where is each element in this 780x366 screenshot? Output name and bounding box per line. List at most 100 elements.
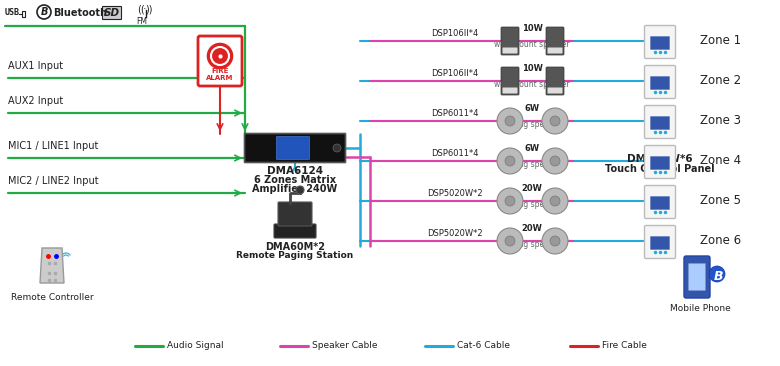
Text: DMA60W*6: DMA60W*6 <box>627 154 693 164</box>
Text: DMA6124: DMA6124 <box>267 166 323 176</box>
FancyBboxPatch shape <box>644 66 675 98</box>
Text: ceiling speaker: ceiling speaker <box>503 120 561 129</box>
FancyBboxPatch shape <box>501 27 519 55</box>
Text: 10W: 10W <box>522 24 542 33</box>
Text: DSP106II*4: DSP106II*4 <box>431 69 479 78</box>
Text: FM: FM <box>136 17 147 26</box>
Circle shape <box>505 236 515 246</box>
Circle shape <box>550 116 560 126</box>
FancyBboxPatch shape <box>651 37 669 49</box>
Text: ·: · <box>143 4 147 14</box>
Text: Zone 3: Zone 3 <box>700 115 741 127</box>
FancyBboxPatch shape <box>651 76 669 90</box>
Text: ((: (( <box>137 4 145 14</box>
FancyBboxPatch shape <box>684 256 710 298</box>
Text: DSP106II*4: DSP106II*4 <box>431 29 479 38</box>
Text: MIC2 / LINE2 Input: MIC2 / LINE2 Input <box>8 176 98 186</box>
Text: DSP5020W*2: DSP5020W*2 <box>427 189 483 198</box>
Text: ceiling speaker: ceiling speaker <box>503 200 561 209</box>
Text: Fire Cable: Fire Cable <box>602 341 647 351</box>
Circle shape <box>550 196 560 206</box>
Text: Zone 5: Zone 5 <box>700 194 741 208</box>
Text: wall mount speaker: wall mount speaker <box>495 40 569 49</box>
FancyBboxPatch shape <box>651 116 669 130</box>
Text: Mobile Phone: Mobile Phone <box>669 304 730 313</box>
Text: 6W: 6W <box>524 144 540 153</box>
Text: USB: USB <box>5 8 20 17</box>
Text: Zone 2: Zone 2 <box>700 75 741 87</box>
FancyBboxPatch shape <box>502 87 517 93</box>
FancyBboxPatch shape <box>278 202 312 226</box>
Text: Zone 4: Zone 4 <box>700 154 741 168</box>
FancyBboxPatch shape <box>546 67 564 95</box>
Text: ceiling speaker: ceiling speaker <box>503 160 561 169</box>
Text: MIC1 / LINE1 Input: MIC1 / LINE1 Input <box>8 141 98 151</box>
Text: FIRE: FIRE <box>211 68 229 74</box>
Circle shape <box>333 144 341 152</box>
FancyBboxPatch shape <box>546 27 564 55</box>
FancyBboxPatch shape <box>276 137 310 160</box>
FancyBboxPatch shape <box>102 7 122 19</box>
Text: AUX2 Input: AUX2 Input <box>8 96 63 106</box>
Circle shape <box>497 108 523 134</box>
Text: Speaker Cable: Speaker Cable <box>312 341 378 351</box>
FancyBboxPatch shape <box>274 224 316 238</box>
FancyBboxPatch shape <box>198 36 242 86</box>
Text: 6 Zones Matrix: 6 Zones Matrix <box>254 175 336 185</box>
Circle shape <box>497 228 523 254</box>
FancyBboxPatch shape <box>644 105 675 138</box>
Circle shape <box>497 148 523 174</box>
Circle shape <box>550 236 560 246</box>
Text: Amplifier 240W: Amplifier 240W <box>253 184 338 194</box>
Text: DSP6011*4: DSP6011*4 <box>431 109 479 118</box>
Text: Remote Controller: Remote Controller <box>11 293 94 302</box>
Text: 20W: 20W <box>522 224 542 233</box>
Circle shape <box>542 228 568 254</box>
Text: Touch Control Panel: Touch Control Panel <box>605 164 714 174</box>
FancyBboxPatch shape <box>502 48 517 53</box>
Text: SD: SD <box>104 8 120 18</box>
Text: 20W: 20W <box>522 184 542 193</box>
Circle shape <box>505 156 515 166</box>
Text: wall mount speaker: wall mount speaker <box>495 80 569 89</box>
Text: 6W: 6W <box>524 104 540 113</box>
Circle shape <box>542 108 568 134</box>
Circle shape <box>206 42 234 70</box>
FancyBboxPatch shape <box>689 264 705 291</box>
Text: AUX1 Input: AUX1 Input <box>8 61 63 71</box>
FancyBboxPatch shape <box>651 157 669 169</box>
Text: Bluetooth: Bluetooth <box>53 8 107 18</box>
FancyBboxPatch shape <box>651 197 669 209</box>
FancyBboxPatch shape <box>644 146 675 179</box>
FancyBboxPatch shape <box>644 225 675 258</box>
Text: Zone 1: Zone 1 <box>700 34 741 48</box>
Circle shape <box>505 116 515 126</box>
Circle shape <box>542 188 568 214</box>
Circle shape <box>296 186 304 194</box>
Circle shape <box>709 266 725 282</box>
FancyBboxPatch shape <box>644 186 675 219</box>
Text: DSP6011*4: DSP6011*4 <box>431 149 479 158</box>
Text: B: B <box>41 7 48 17</box>
Text: B: B <box>714 270 724 283</box>
Circle shape <box>497 188 523 214</box>
Circle shape <box>542 148 568 174</box>
Circle shape <box>505 196 515 206</box>
Text: ceiling speaker: ceiling speaker <box>503 240 561 249</box>
Text: DSP5020W*2: DSP5020W*2 <box>427 229 483 238</box>
FancyBboxPatch shape <box>651 236 669 250</box>
FancyBboxPatch shape <box>244 134 346 163</box>
Text: 10W: 10W <box>522 64 542 73</box>
Text: )): )) <box>145 4 153 14</box>
Text: Cat-6 Cable: Cat-6 Cable <box>457 341 510 351</box>
Text: ALARM: ALARM <box>207 75 234 81</box>
Text: Zone 6: Zone 6 <box>700 235 741 247</box>
FancyBboxPatch shape <box>644 26 675 59</box>
Circle shape <box>550 156 560 166</box>
FancyBboxPatch shape <box>501 67 519 95</box>
Text: Audio Signal: Audio Signal <box>167 341 224 351</box>
Text: Remote Paging Station: Remote Paging Station <box>236 251 353 260</box>
FancyBboxPatch shape <box>548 48 562 53</box>
Polygon shape <box>40 248 64 283</box>
FancyBboxPatch shape <box>548 87 562 93</box>
